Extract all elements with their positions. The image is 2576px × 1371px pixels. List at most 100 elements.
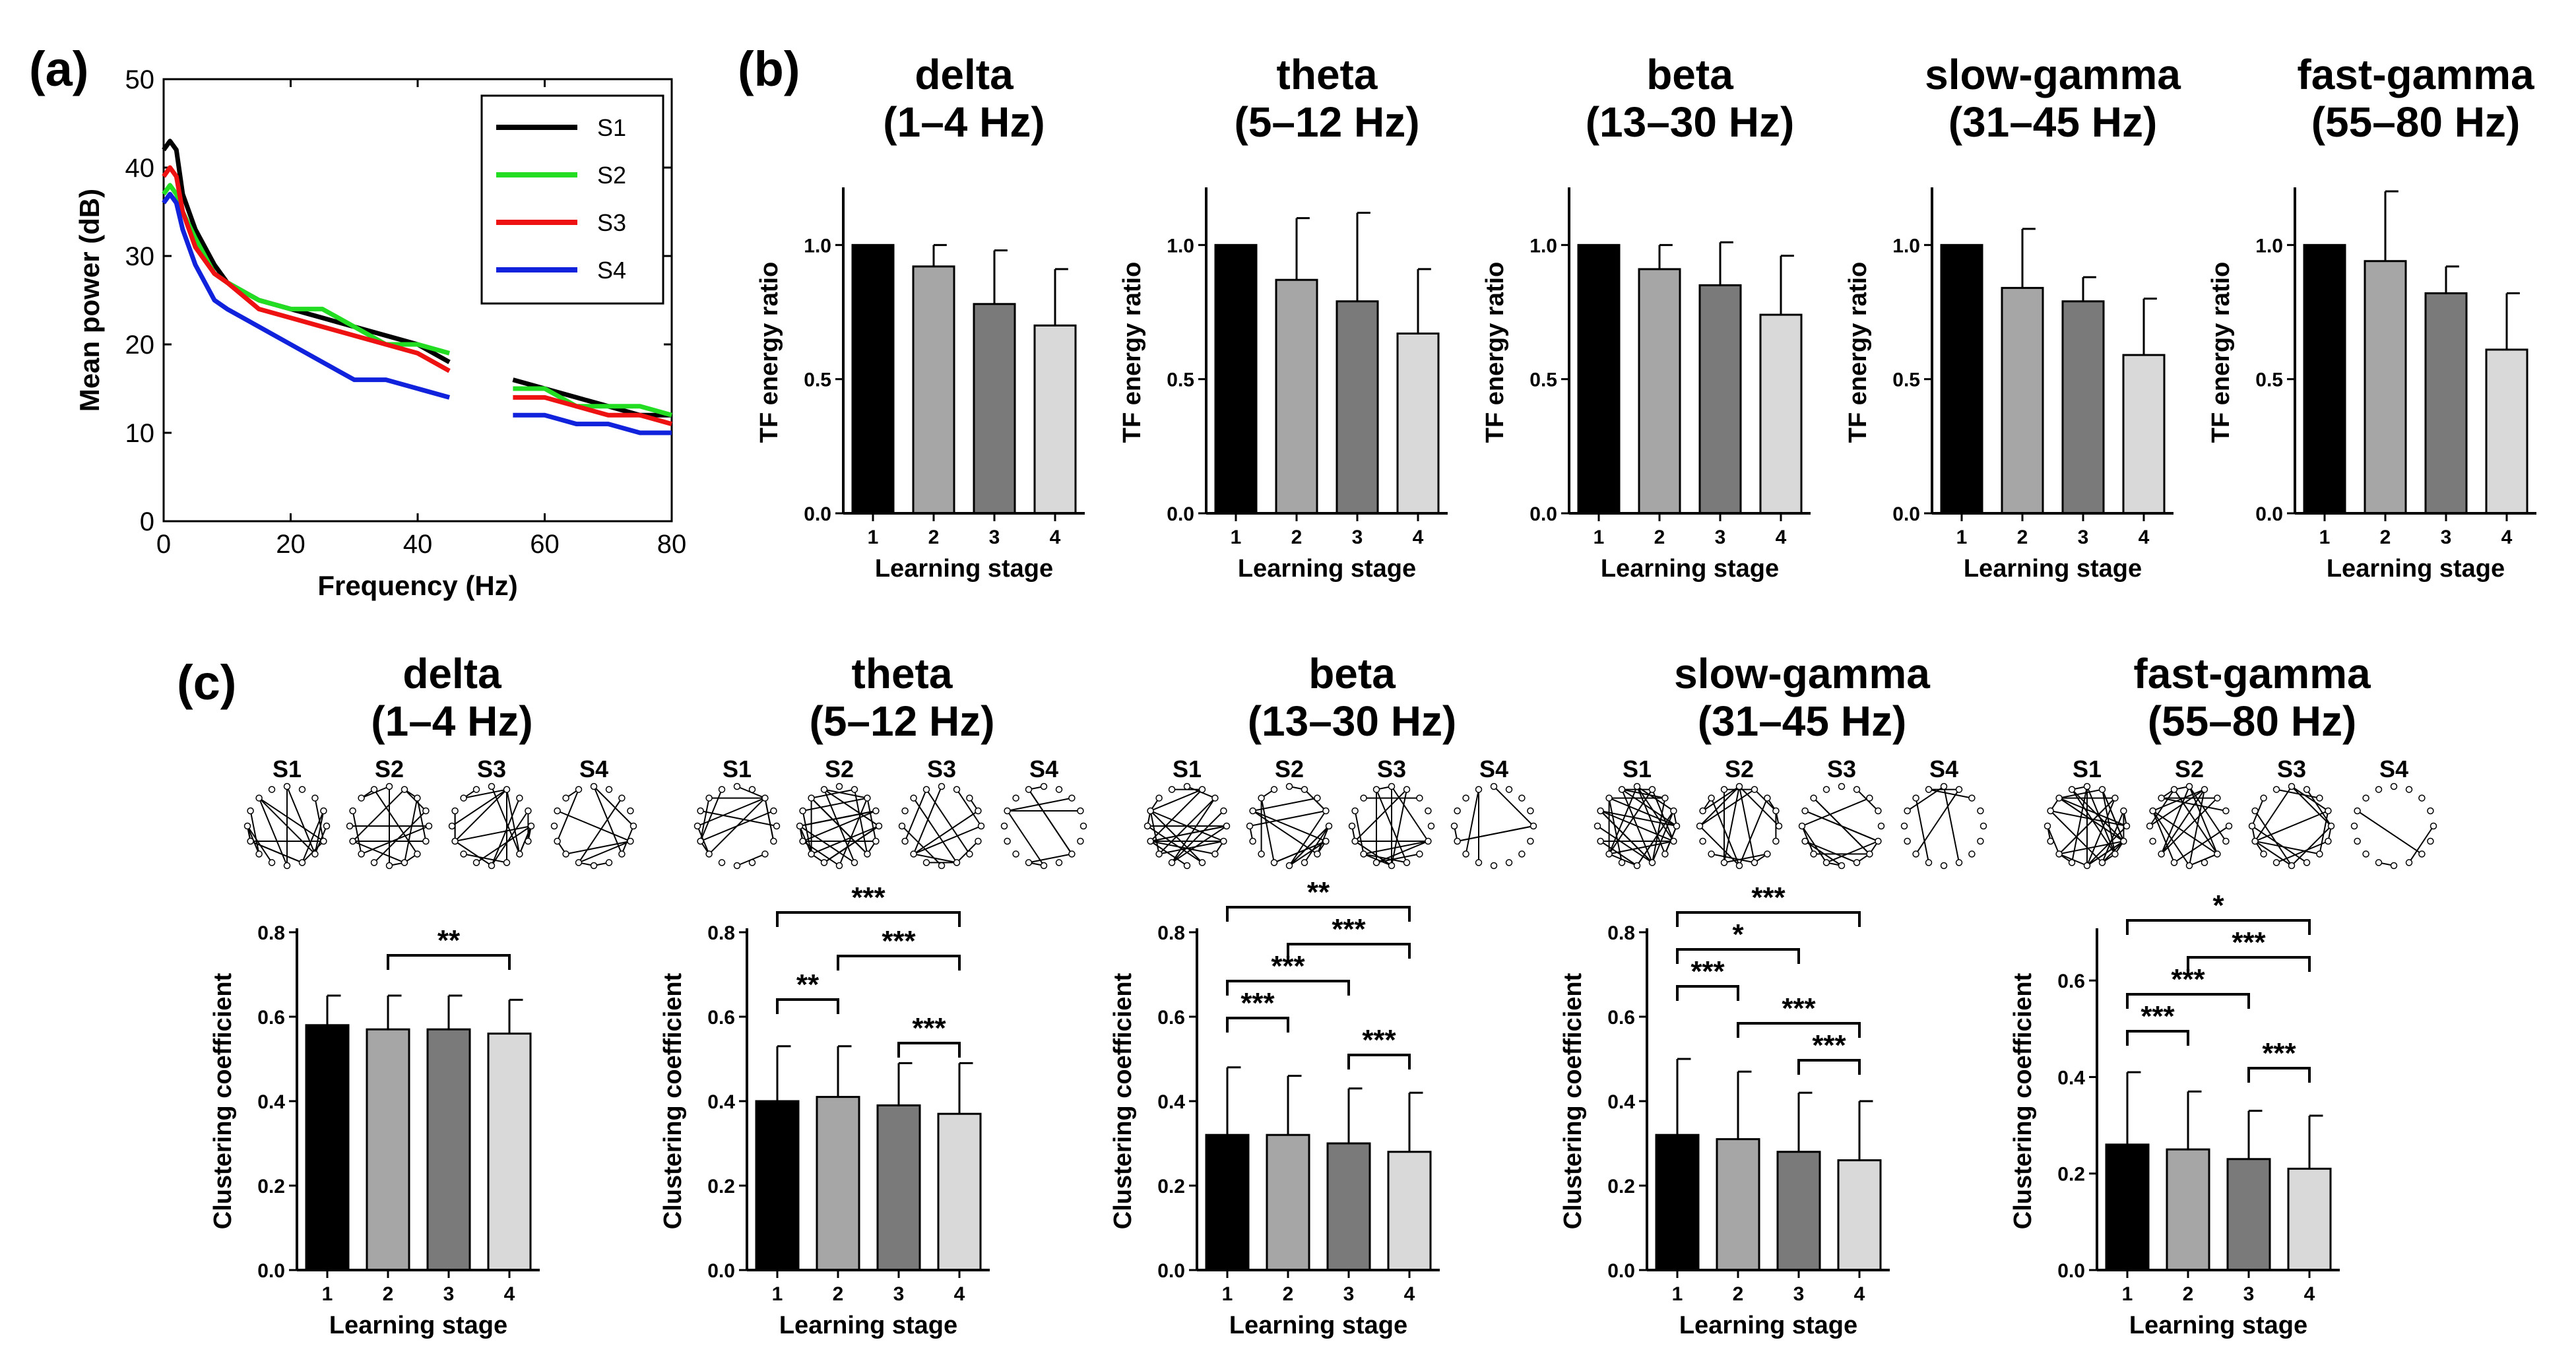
network-node bbox=[358, 794, 365, 802]
network-node bbox=[808, 794, 815, 802]
network-node bbox=[1735, 782, 1743, 790]
network-node bbox=[1040, 862, 1048, 870]
legend-label-s2: S2 bbox=[597, 162, 626, 189]
network-node bbox=[1077, 837, 1084, 845]
x-axis-label: Learning stage bbox=[779, 1312, 957, 1339]
network-graph-s2 bbox=[796, 782, 883, 870]
network-edge bbox=[557, 810, 631, 842]
y-tick-label: 0.8 bbox=[1157, 922, 1185, 944]
network-node bbox=[550, 822, 558, 830]
y-tick-label: 1.0 bbox=[2255, 235, 2283, 257]
significance-bracket bbox=[776, 911, 961, 927]
network-node bbox=[1633, 782, 1641, 790]
x-tick-label: 3 bbox=[1343, 1283, 1355, 1305]
network-node bbox=[910, 850, 917, 858]
network-node bbox=[1866, 794, 1873, 802]
network-node bbox=[1618, 859, 1626, 866]
network-node bbox=[2405, 786, 2413, 793]
network-node bbox=[872, 807, 880, 815]
network-edge bbox=[1457, 825, 1534, 842]
network-edge bbox=[1028, 789, 1073, 854]
network-node bbox=[2260, 850, 2267, 858]
network-edge bbox=[2254, 810, 2292, 866]
network-node bbox=[2083, 862, 2091, 870]
network-edge bbox=[1363, 841, 1429, 855]
network-node bbox=[1605, 850, 1613, 858]
network-node bbox=[358, 850, 365, 858]
network-node bbox=[247, 837, 254, 845]
x-axis-label: Learning stage bbox=[2129, 1312, 2307, 1339]
y-axis-label: TF energy ratio bbox=[2207, 262, 2235, 443]
y-tick-label: 0.8 bbox=[257, 922, 285, 944]
x-tick-label: 4 bbox=[2501, 526, 2513, 548]
chart-title-range: (55–80 Hz) bbox=[2148, 697, 2357, 745]
network-graph-s4 bbox=[1000, 782, 1087, 870]
network-node bbox=[1301, 786, 1308, 793]
network-node bbox=[1720, 859, 1728, 866]
network-node bbox=[2185, 782, 2193, 790]
network-edge bbox=[1150, 841, 1188, 866]
network-edge bbox=[2152, 810, 2175, 863]
x-tick-label: 80 bbox=[657, 530, 687, 559]
x-tick-label: 1 bbox=[868, 526, 879, 548]
network-edge bbox=[1702, 786, 1740, 812]
network-node bbox=[1527, 837, 1534, 845]
network-node bbox=[1258, 850, 1265, 858]
network-node bbox=[2362, 850, 2369, 858]
network-label: S4 bbox=[1929, 755, 1958, 782]
network-edge bbox=[1915, 798, 1929, 863]
y-tick-label: 1.0 bbox=[1530, 235, 1557, 257]
network-node bbox=[1853, 859, 1861, 866]
network-node bbox=[1388, 782, 1396, 790]
network-node bbox=[2303, 859, 2311, 866]
y-tick-label: 0.0 bbox=[1167, 503, 1194, 525]
legend-label-s4: S4 bbox=[597, 257, 626, 284]
network-node bbox=[966, 794, 973, 802]
network-edge bbox=[2071, 788, 2125, 842]
network-edge bbox=[764, 798, 775, 842]
network-edge bbox=[258, 797, 316, 855]
x-tick-label: 2 bbox=[1291, 526, 1303, 548]
network-edge bbox=[451, 788, 507, 827]
x-tick-label: 2 bbox=[2380, 526, 2391, 548]
network-node bbox=[1348, 822, 1356, 830]
network-node bbox=[2214, 850, 2221, 858]
network-node bbox=[1246, 822, 1254, 830]
network-edge bbox=[416, 798, 427, 842]
x-tick-label: 4 bbox=[2304, 1283, 2315, 1305]
network-node bbox=[1314, 794, 1321, 802]
network-edge bbox=[1006, 810, 1045, 866]
network-node bbox=[247, 807, 254, 815]
bar-stage-2 bbox=[2001, 286, 2044, 515]
power-spectrum-chart: 0 20 40 60 80 0 10 20 30 40 50 Frequency (Hz) Mean p… bbox=[74, 65, 686, 601]
network-edge bbox=[491, 798, 521, 866]
y-tick-label: 0.4 bbox=[2057, 1067, 2085, 1089]
network-edge bbox=[2255, 810, 2329, 842]
network-node bbox=[977, 822, 985, 830]
bar-stage-4 bbox=[2122, 354, 2166, 515]
network-node bbox=[864, 794, 871, 802]
network-node bbox=[697, 837, 704, 845]
network-node bbox=[2288, 782, 2296, 790]
network-node bbox=[733, 862, 741, 870]
chart-title-band: delta bbox=[402, 650, 501, 697]
significance-label: *** bbox=[1362, 1024, 1396, 1056]
x-tick-label: 3 bbox=[443, 1283, 455, 1305]
y-tick-label: 0.8 bbox=[707, 922, 735, 944]
bar-stage-4 bbox=[1759, 313, 1803, 515]
network-node bbox=[1670, 807, 1677, 815]
significance-label: *** bbox=[1812, 1029, 1846, 1062]
y-tick-label: 1.0 bbox=[1167, 235, 1194, 257]
x-tick-label: 2 bbox=[2017, 526, 2028, 548]
network-node bbox=[618, 794, 626, 802]
x-tick-label: 60 bbox=[530, 530, 560, 559]
network-node bbox=[1925, 859, 1933, 866]
network-node bbox=[1822, 786, 1830, 793]
bar-stage-1 bbox=[1577, 243, 1621, 515]
network-node bbox=[1211, 794, 1219, 802]
network-node bbox=[527, 822, 535, 830]
network-node bbox=[1673, 822, 1681, 830]
network-node bbox=[761, 794, 769, 802]
network-node bbox=[975, 807, 982, 815]
